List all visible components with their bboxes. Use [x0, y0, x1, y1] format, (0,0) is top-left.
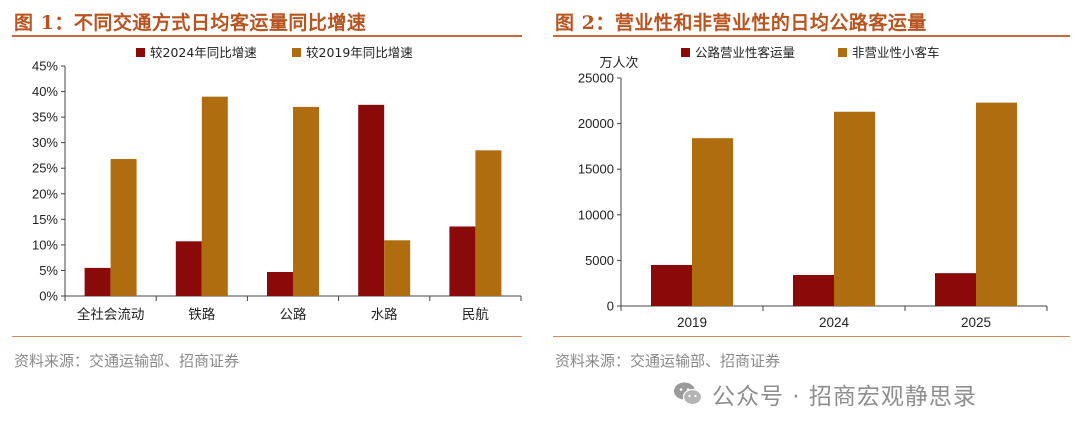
fig1-bar-s2-3 — [384, 240, 411, 296]
figure-2-bottom-rule — [553, 336, 1070, 337]
fig2-bar-s1-1 — [793, 274, 834, 306]
fig1-y-tick-label: 10% — [32, 237, 58, 252]
fig2-bar-s2-1 — [834, 111, 875, 306]
fig2-bar-s2-2 — [976, 102, 1017, 307]
fig1-y-tick-label: 20% — [32, 186, 58, 201]
figure-1-source: 资料来源：交通运输部、招商证券 — [14, 352, 240, 370]
figure-2-title-rule — [553, 35, 1070, 37]
fig2-bar-s1-2 — [935, 273, 976, 306]
fig1-x-tick-label: 全社会流动 — [77, 306, 145, 323]
fig1-bar-s1-3 — [358, 104, 385, 296]
fig2-y-tick-label: 0 — [607, 299, 614, 314]
fig2-legend-label-2: 非营业性小客车 — [852, 45, 940, 60]
fig1-legend-label-1: 较2024年同比增速 — [150, 45, 257, 60]
fig2-y-tick-label: 5000 — [585, 253, 614, 268]
fig1-bar-s2-4 — [475, 150, 502, 296]
fig1-y-tick-label: 0% — [39, 289, 58, 304]
fig1-y-tick-label: 5% — [39, 263, 58, 278]
figure-1-title-rule — [12, 35, 522, 37]
fig2-x-tick-label: 2019 — [677, 315, 707, 330]
fig1-legend-swatch-2 — [292, 48, 301, 57]
fig2-legend-swatch-2 — [838, 48, 847, 57]
fig1-bar-s2-2 — [293, 106, 319, 296]
watermark-text: 公众号 · 招商宏观静思录 — [712, 384, 977, 410]
figure-2-source: 资料来源：交通运输部、招商证券 — [555, 352, 781, 370]
fig2-legend-swatch-1 — [681, 48, 690, 57]
fig1-bar-s1-4 — [449, 226, 476, 296]
fig1-x-tick-label: 公路 — [280, 307, 307, 323]
fig1-bar-s1-0 — [84, 267, 111, 296]
figure-1-bottom-rule — [12, 336, 522, 337]
fig1-bar-s1-2 — [267, 271, 293, 296]
figure-1-chart: 0% 5% 10% 15% 20% 25% 30% 35% 40% 45% 全社会流动 铁路 公路 水路 民… — [32, 45, 522, 323]
fig1-y-tick-label: 45% — [32, 59, 58, 74]
figure-2-panel: 图 2：营业性和非营业性的日均公路客运量 0 5000 10000 15000 2000… — [541, 0, 1076, 435]
fig1-y-tick-label: 25% — [32, 161, 58, 176]
fig1-x-tick-label: 水路 — [371, 307, 398, 323]
figure-1-panel: 图 1：不同交通方式日均客运量同比增速 0% 5% 10% 15% 20% 25% 30% 3… — [0, 0, 528, 435]
wechat-icon — [674, 382, 703, 406]
fig1-bar-s2-0 — [110, 159, 137, 296]
fig2-y-tick-label: 25000 — [578, 71, 614, 86]
fig1-y-tick-label: 15% — [32, 212, 58, 227]
figure-1-title: 图 1：不同交通方式日均客运量同比增速 — [14, 12, 367, 34]
fig1-x-tick-label: 民航 — [462, 307, 489, 323]
fig1-y-tick-label: 30% — [32, 135, 58, 150]
fig1-legend-label-2: 较2019年同比增速 — [306, 45, 413, 60]
fig2-y-tick-label: 20000 — [578, 116, 614, 131]
fig2-y-axis-unit: 万人次 — [599, 55, 638, 71]
fig2-y-tick-label: 15000 — [578, 162, 614, 177]
fig2-x-tick-label: 2024 — [819, 315, 850, 330]
fig1-y-tick-label: 35% — [32, 110, 58, 125]
fig1-legend-swatch-1 — [136, 48, 145, 57]
fig2-legend-label-1: 公路营业性客运量 — [695, 45, 795, 60]
figure-2-chart: 0 5000 10000 15000 20000 25000 2019 2024 2025 公路营… — [578, 45, 1048, 330]
fig1-x-tick-label: 铁路 — [188, 307, 215, 323]
fig1-bar-s2-1 — [201, 96, 228, 296]
fig2-bar-s2-0 — [692, 138, 733, 306]
watermark: 公众号 · 招商宏观静思录 — [672, 377, 977, 411]
figure-2-title: 图 2：营业性和非营业性的日均公路客运量 — [555, 12, 927, 34]
fig2-x-tick-label: 2025 — [961, 315, 991, 330]
fig2-y-tick-label: 10000 — [578, 207, 614, 222]
fig1-bar-s1-1 — [175, 241, 202, 296]
fig1-y-tick-label: 40% — [32, 84, 58, 99]
fig2-bar-s1-0 — [651, 264, 692, 306]
